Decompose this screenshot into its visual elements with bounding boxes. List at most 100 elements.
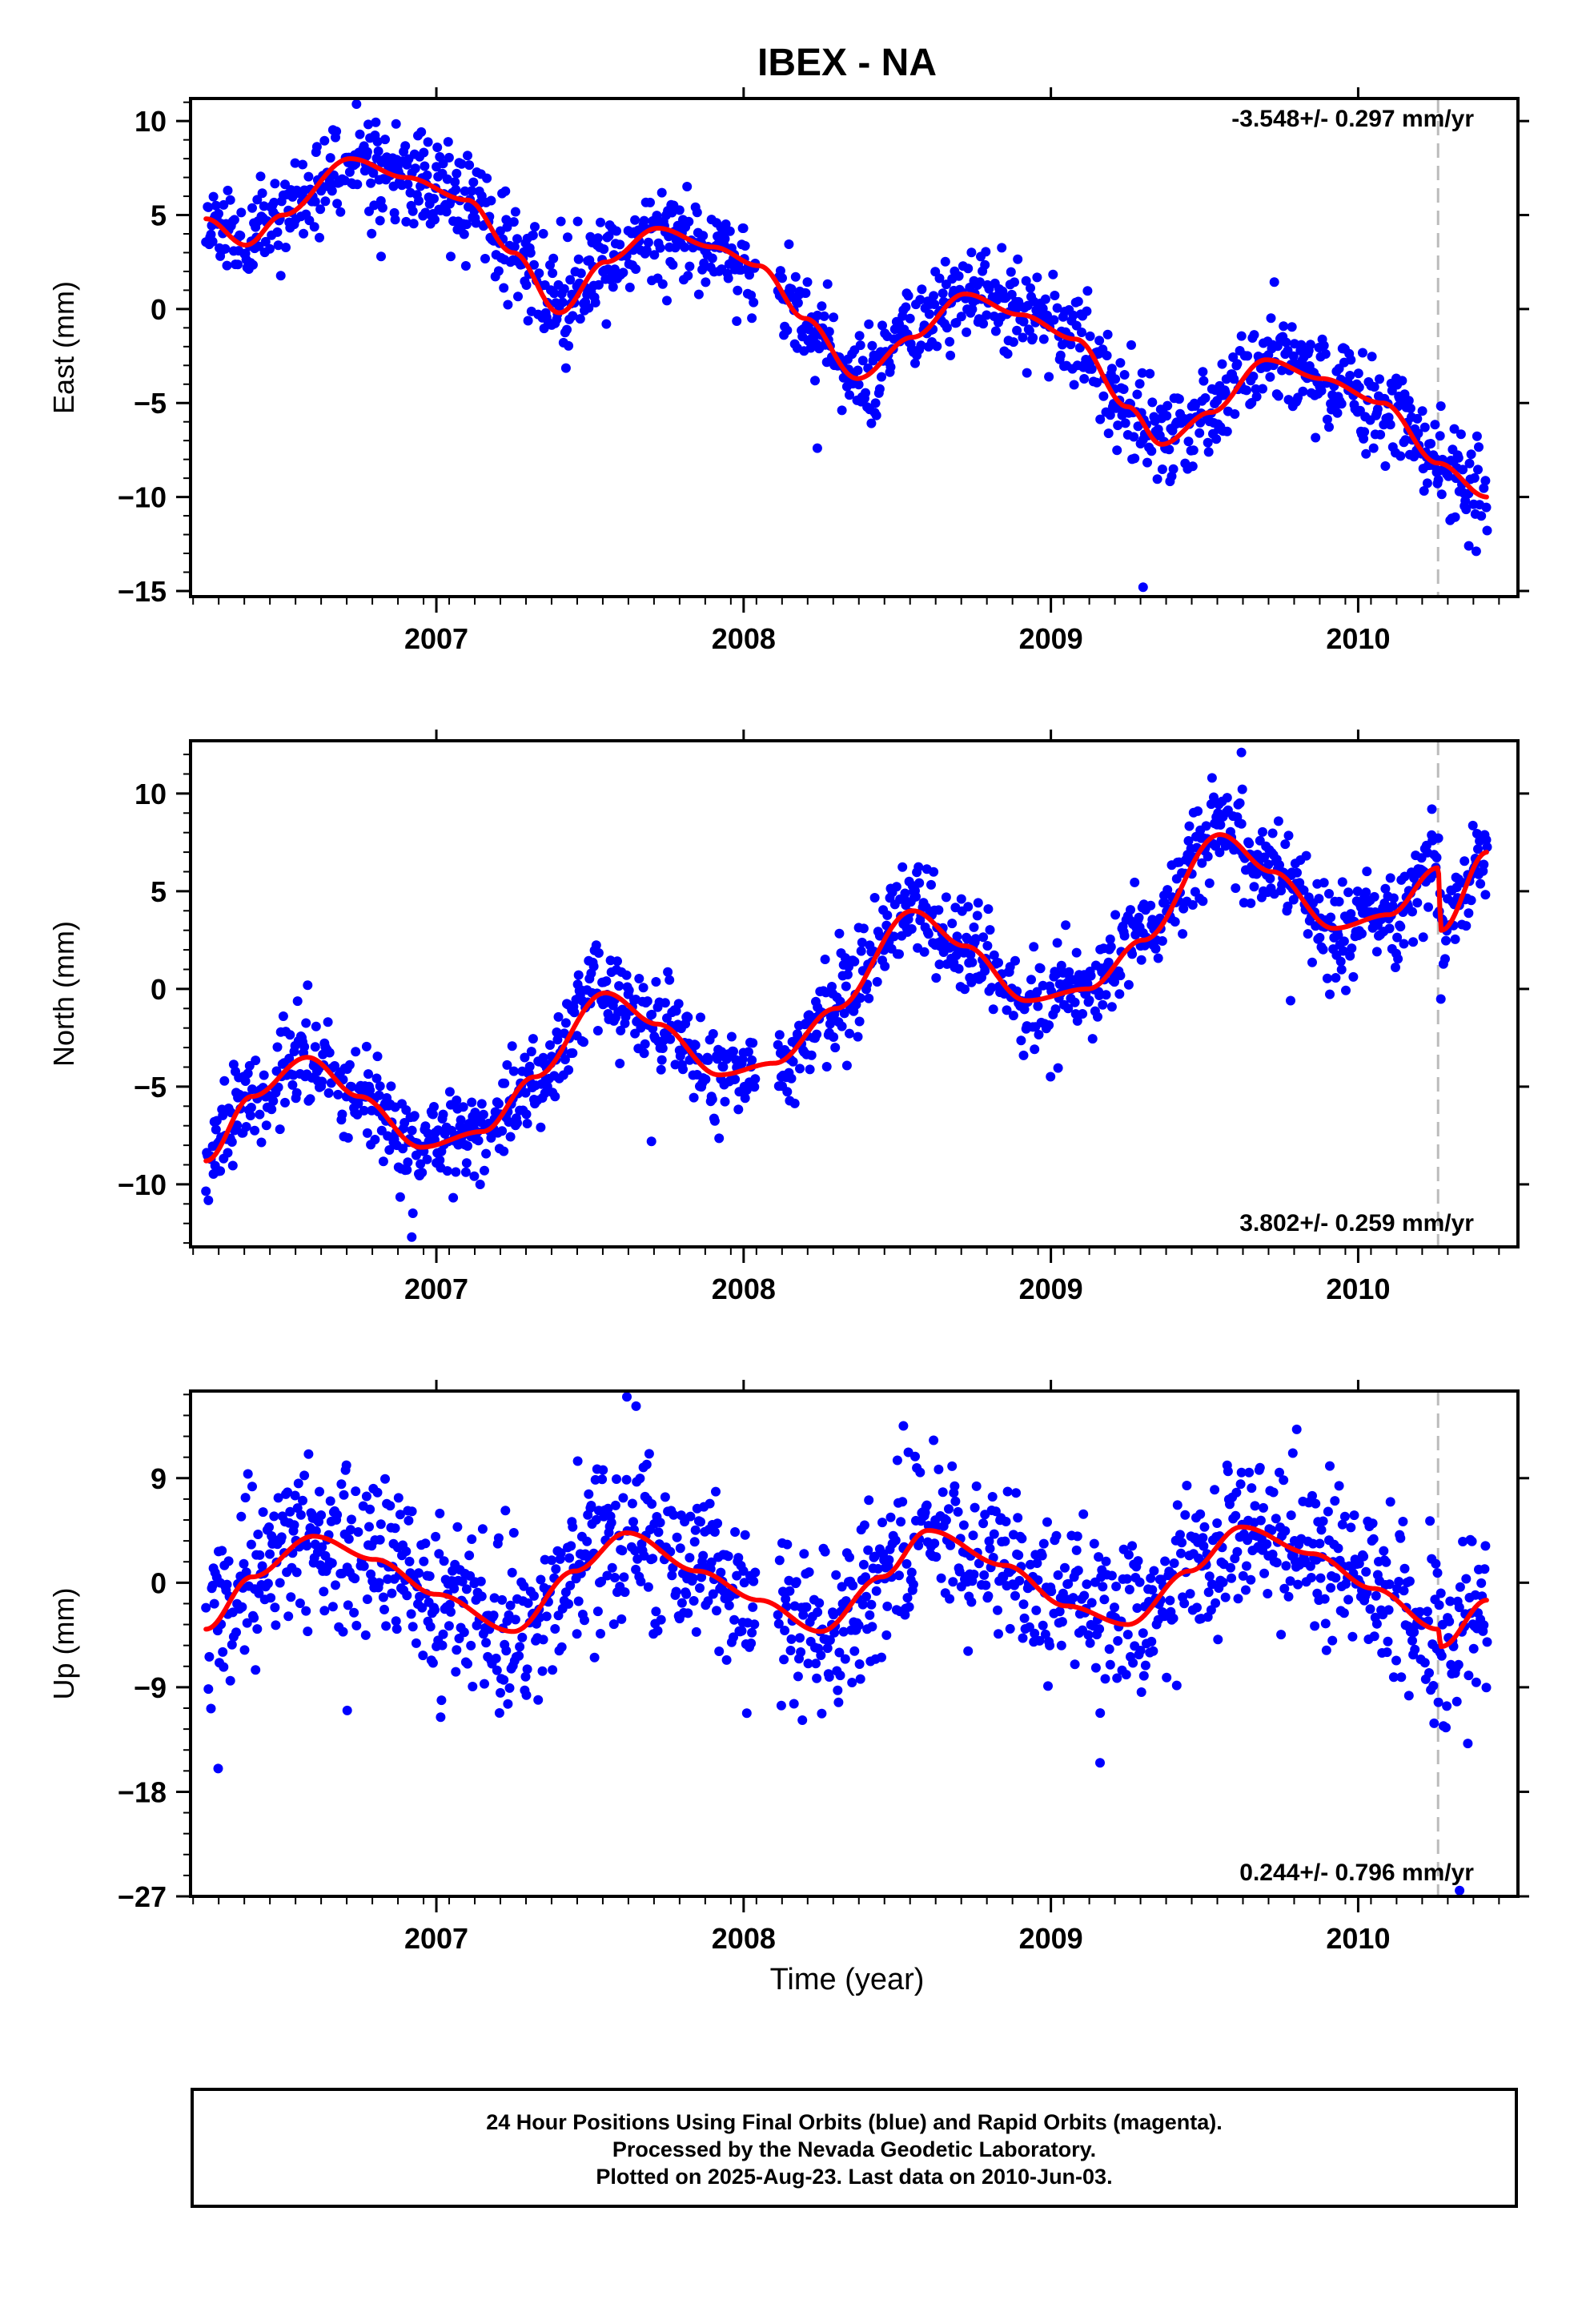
data-point (400, 141, 411, 151)
data-point (1070, 1659, 1080, 1670)
data-point (580, 1615, 589, 1626)
data-point (323, 1088, 334, 1098)
data-point (1038, 1538, 1049, 1549)
data-point (608, 1619, 619, 1630)
data-point (834, 1647, 845, 1658)
data-point (1435, 994, 1446, 1004)
data-point (945, 1594, 955, 1604)
data-point (1162, 1672, 1172, 1683)
footer-line-3: Plotted on 2025-Aug-23. Last data on 201… (596, 2165, 1113, 2189)
data-point (866, 1599, 877, 1610)
data-point (785, 1586, 795, 1596)
data-point (1112, 445, 1122, 456)
data-point (1005, 1623, 1015, 1634)
data-point (398, 1144, 408, 1154)
data-point (612, 1474, 621, 1484)
data-point (618, 1493, 628, 1503)
data-point (733, 285, 743, 296)
data-point (1014, 1550, 1024, 1560)
data-point (910, 1451, 920, 1462)
data-point (1273, 816, 1283, 826)
data-point (1114, 989, 1125, 999)
data-point (1281, 337, 1291, 348)
data-point (669, 1510, 679, 1520)
data-point (956, 894, 966, 904)
data-point (1399, 1586, 1409, 1596)
data-point (1384, 923, 1395, 934)
data-point (295, 1510, 306, 1520)
data-point (612, 226, 621, 236)
data-point (452, 1522, 463, 1532)
data-point (1146, 1573, 1156, 1583)
data-point (1431, 1558, 1441, 1569)
data-point (1314, 894, 1324, 904)
data-point (1180, 1510, 1191, 1520)
data-point (1336, 964, 1347, 975)
y-tick-label: −10 (118, 1168, 167, 1201)
data-point (749, 1082, 760, 1092)
data-point (816, 1651, 826, 1660)
data-point (944, 1504, 954, 1514)
data-point (1018, 332, 1028, 343)
data-point (280, 1097, 290, 1108)
data-point (1179, 1598, 1190, 1609)
data-point (1430, 420, 1440, 430)
data-point (724, 1600, 734, 1610)
data-point (381, 1621, 391, 1631)
y-tick-label: 0 (151, 973, 167, 1006)
data-point (829, 1032, 839, 1042)
data-point (374, 1090, 384, 1100)
data-point (436, 1712, 446, 1723)
data-point (524, 1061, 535, 1072)
y-axis-label: Up (mm) (47, 1588, 80, 1700)
data-point (1396, 1672, 1407, 1683)
data-point (657, 279, 668, 289)
data-point (1334, 896, 1344, 907)
data-point (690, 1525, 701, 1535)
data-point (547, 1555, 557, 1566)
data-point (833, 1697, 844, 1707)
data-point (913, 862, 924, 872)
data-point (444, 1599, 455, 1610)
data-point (1461, 921, 1472, 931)
data-point (1382, 1647, 1392, 1658)
data-point (647, 1499, 657, 1509)
data-point (215, 1166, 226, 1176)
data-point (1056, 960, 1066, 971)
data-point (330, 1061, 339, 1071)
data-point (929, 1435, 939, 1445)
data-point (1217, 359, 1227, 369)
data-point (1056, 1640, 1066, 1651)
data-point (510, 207, 520, 217)
data-point (1110, 374, 1121, 384)
data-point (796, 1647, 806, 1657)
data-point (236, 1511, 247, 1522)
data-point (478, 1109, 488, 1120)
data-point (1153, 953, 1163, 963)
data-point (1311, 1498, 1321, 1509)
data-point (1456, 429, 1466, 440)
data-point (553, 1011, 564, 1022)
data-point (1412, 898, 1423, 908)
data-point (855, 1674, 865, 1684)
data-point (1277, 365, 1287, 376)
data-point (1050, 1004, 1061, 1015)
data-point (662, 296, 672, 306)
data-point (1399, 939, 1409, 949)
data-point (1395, 1533, 1406, 1543)
data-point (1346, 1522, 1356, 1533)
data-point (1469, 472, 1480, 483)
data-point (303, 171, 314, 182)
data-point (1235, 1479, 1246, 1490)
data-point (813, 1607, 823, 1618)
data-point (1250, 1501, 1260, 1511)
data-point (1345, 951, 1355, 961)
data-point (273, 240, 283, 251)
data-point (414, 1568, 424, 1578)
data-point (698, 231, 709, 241)
data-point (471, 218, 481, 228)
data-point (408, 1208, 418, 1218)
data-point (853, 1031, 863, 1042)
data-point (211, 200, 221, 211)
